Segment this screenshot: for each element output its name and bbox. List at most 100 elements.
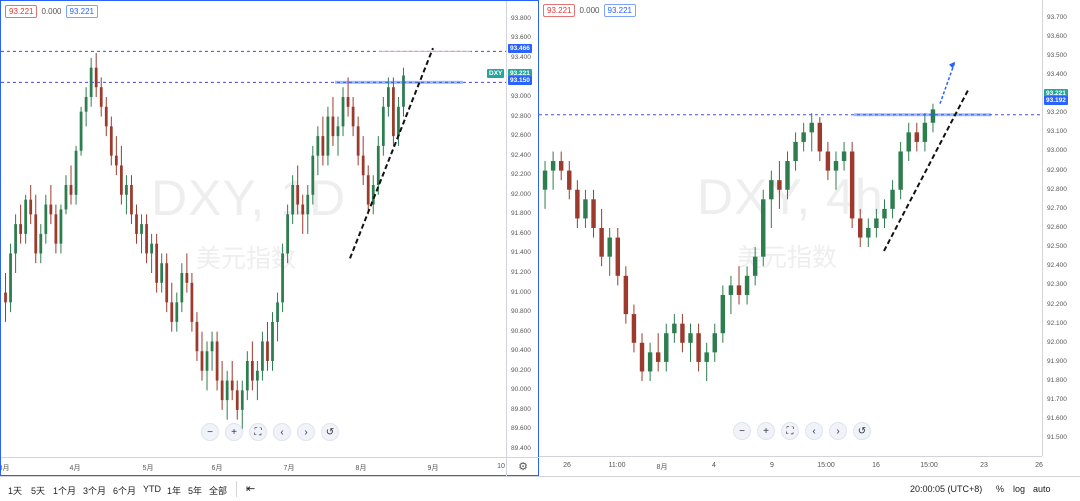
candle-body [397,106,400,137]
period-ytd[interactable]: YTD [143,484,161,494]
candle-body [250,361,254,381]
left-chart-pane[interactable]: DXY, 1D 美元指数 93.221 0.000 93.221 − + ⛶ ‹… [0,0,539,476]
zoom-in-button[interactable]: + [757,422,775,440]
right-ohlc-close: 93.221 [603,4,636,17]
fullscreen-button[interactable]: ⛶ [781,422,799,440]
period-1m[interactable]: 1个月 [53,486,77,496]
scroll-right-button[interactable]: › [829,422,847,440]
date-range-icon[interactable]: ⇤ [246,483,256,495]
candle-body [190,282,194,322]
right-time-axis[interactable]: 26 11:00 8月 4 9 15:00 16 15:00 23 26 [539,456,1043,475]
fullscreen-button[interactable]: ⛶ [249,423,267,441]
price-tick-label: 93.700 [1047,13,1067,21]
price-tick-label: 92.000 [511,190,531,198]
period-all[interactable]: 全部 [209,486,228,496]
candle-body [575,189,580,219]
candle-body [321,136,325,156]
percent-toggle[interactable]: % [996,484,1005,494]
trend-line [883,87,970,252]
toolbar-divider [236,481,237,497]
candle-body [135,214,138,234]
price-tick-label: 92.300 [1047,281,1067,289]
candle-body [205,351,209,371]
period-6m[interactable]: 6个月 [113,486,137,496]
time-tick-label: 26 [1035,462,1043,469]
price-tick-label: 92.200 [511,171,531,179]
candle-body [639,342,645,372]
candle-body [785,161,790,190]
candle-body [261,341,264,371]
right-chart-pane[interactable]: DXY, 4h 美元指数 93.221 0.000 93.221 − + ⛶ ‹… [539,0,1080,476]
price-tick-label: 92.800 [511,112,531,120]
candle-body [712,333,717,353]
zoom-in-button[interactable]: + [225,423,243,441]
price-tick-label: 93.000 [1047,147,1067,155]
price-tick-label: 91.600 [1047,415,1067,423]
left-nav-toolbar: − + ⛶ ‹ › ↺ [201,423,339,441]
candle-body [769,180,774,200]
candle-body [631,314,637,343]
price-tick-label: 89.600 [511,425,531,433]
price-tick-label: 90.000 [511,386,531,394]
candle-body [672,323,677,334]
candle-body [130,185,133,215]
left-candles-svg [1,47,506,430]
candle-body [230,380,234,391]
candle-body [326,116,330,156]
left-time-axis[interactable]: 3月 4月 5月 6月 7月 8月 9月 10 [0,457,506,476]
candle-body [664,333,669,362]
time-tick-label: 7月 [283,465,295,472]
period-1d[interactable]: 1天 [8,486,23,496]
time-tick-label: 9 [770,462,774,469]
candle-body [366,175,370,205]
gear-icon[interactable]: ⚙ [506,457,539,476]
auto-toggle[interactable]: auto [1033,484,1051,494]
time-tick-label: 4 [712,462,716,469]
left-price-axis[interactable]: 89.400 89.600 89.800 90.000 90.200 90.400 90.6… [487,1,539,457]
candle-body [311,155,315,195]
period-3m[interactable]: 3个月 [83,486,107,496]
candle-body [542,170,548,190]
price-tick-label: 92.800 [1047,185,1067,193]
price-tick-label: 91.000 [511,288,531,296]
clock-readout[interactable]: 20:00:05 (UTC+8) [910,484,983,494]
candle-body [793,141,798,162]
right-price-axis[interactable]: 91.500 91.600 91.700 91.800 91.900 92.000 92.1… [1042,0,1080,456]
candle-body [49,204,53,215]
candle-body [44,204,48,234]
time-tick-label: 11:00 [608,462,626,469]
scroll-left-button[interactable]: ‹ [805,422,823,440]
time-tick-label: 26 [563,462,571,469]
candle-body [114,155,118,166]
candle-body [266,341,269,361]
price-tick-label: 93.600 [511,34,531,42]
candle-body [336,126,340,137]
candle-body [874,218,879,228]
price-tick-label: 93.000 [511,93,531,100]
zoom-out-button[interactable]: − [201,423,219,441]
period-5d[interactable]: 5天 [31,486,46,496]
zoom-out-button[interactable]: − [733,422,751,440]
candle-body [24,199,28,234]
scroll-right-button[interactable]: › [297,423,315,441]
candle-body [744,275,750,295]
reset-chart-button[interactable]: ↺ [853,422,871,440]
scroll-left-button[interactable]: ‹ [273,423,291,441]
price-tick-label: 92.700 [1047,204,1067,212]
period-1y[interactable]: 1年 [167,486,182,496]
left-ohlc-open: 93.221 [5,5,38,18]
left-plot-area[interactable]: DXY, 1D 美元指数 93.221 0.000 93.221 − + ⛶ ‹… [1,1,506,457]
right-plot-area[interactable]: DXY, 4h 美元指数 93.221 0.000 93.221 − + ⛶ ‹… [539,0,1042,456]
candle-body [271,321,274,361]
reset-chart-button[interactable]: ↺ [321,423,339,441]
candle-body [761,199,766,257]
left-ohlc-change: 0.000 [41,7,62,16]
price-tick-label: 93.400 [511,53,531,61]
candle-body [175,302,179,322]
price-tick-label: 91.900 [1047,357,1067,365]
candle-body [170,302,174,322]
log-toggle[interactable]: log [1013,484,1026,494]
period-5y[interactable]: 5年 [188,486,203,496]
price-tick-label: 93.100 [1047,128,1067,136]
